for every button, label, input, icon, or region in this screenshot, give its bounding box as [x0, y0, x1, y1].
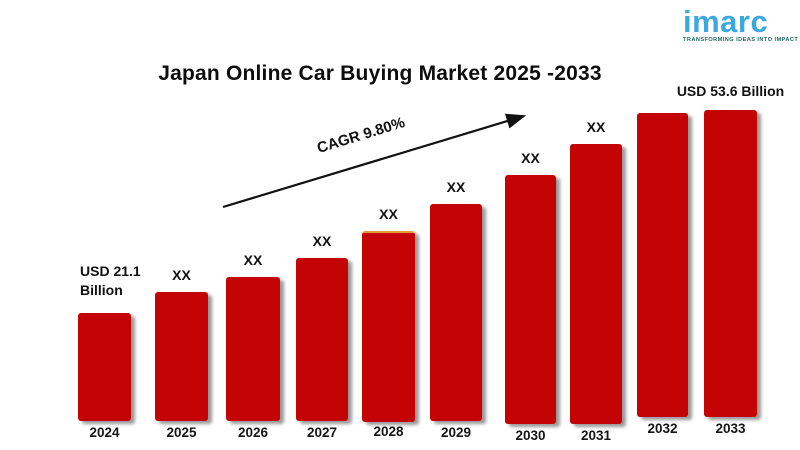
- year-label-2028: 2028: [373, 424, 404, 439]
- year-label-2027: 2027: [306, 425, 338, 440]
- imarc-logo-text: imarc: [683, 4, 769, 39]
- bar-2029: [430, 204, 482, 421]
- year-label-2030: 2030: [515, 428, 546, 443]
- bar-2030: [505, 175, 556, 424]
- imarc-logo: imarc TRANSFORMING IDEAS INTO IMPACT: [683, 4, 799, 43]
- value-label-2031: XX: [586, 119, 606, 135]
- bar-2033: [704, 110, 757, 417]
- year-label-2031: 2031: [580, 428, 612, 443]
- bar-2026: [226, 277, 280, 421]
- year-label-2033: 2033: [715, 421, 746, 436]
- value-label-2029: XX: [446, 179, 466, 195]
- bar-2031: [570, 144, 622, 424]
- year-label-2032: 2032: [647, 421, 678, 436]
- bar-2024: [78, 313, 131, 421]
- year-label-2025: 2025: [166, 425, 197, 440]
- value-label-2028: XX: [379, 206, 398, 222]
- bar-2025: [155, 292, 208, 421]
- value-label-2026: XX: [243, 252, 263, 268]
- value-label-2024: USD 21.1 Billion: [80, 263, 141, 298]
- chart-title: Japan Online Car Buying Market 2025 -203…: [158, 62, 602, 85]
- year-label-2024: 2024: [89, 425, 120, 440]
- imarc-logo-tagline: TRANSFORMING IDEAS INTO IMPACT: [683, 37, 799, 43]
- bar-2028: [362, 231, 415, 422]
- value-label-2030: XX: [521, 150, 540, 166]
- year-label-2026: 2026: [237, 425, 269, 440]
- year-label-2029: 2029: [440, 425, 472, 440]
- bar-2027: [296, 258, 348, 421]
- bar-2032: [637, 113, 688, 417]
- value-label-2033: USD 53.6 Billion: [676, 83, 785, 99]
- value-label-2027: XX: [312, 233, 332, 249]
- value-label-2025: XX: [172, 267, 191, 283]
